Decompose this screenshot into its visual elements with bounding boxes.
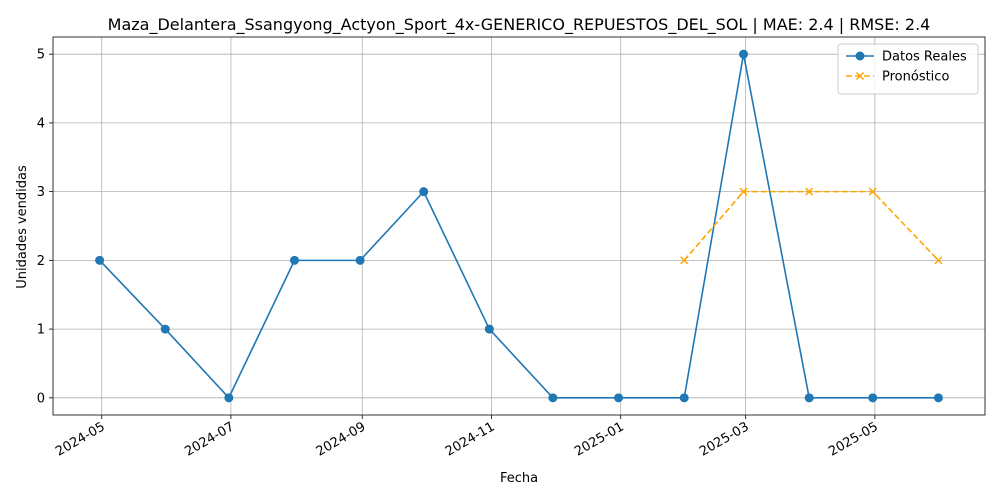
series-forecast <box>680 187 943 265</box>
data-point <box>614 393 624 403</box>
x-tick-label: 2025-03 <box>697 419 752 459</box>
x-tick-label: 2025-01 <box>572 419 627 459</box>
legend-item: Datos Reales <box>846 50 967 65</box>
y-axis-label: Unidades vendidas <box>15 165 30 289</box>
legend-label: Pronóstico <box>882 70 949 85</box>
x-tick-label: 2024-11 <box>443 419 498 459</box>
x-marker-stroke <box>934 256 943 265</box>
data-point <box>679 393 689 403</box>
data-point <box>548 393 558 403</box>
y-tick-label: 1 <box>37 323 45 338</box>
y-tick-label: 5 <box>37 48 45 63</box>
series-line <box>99 54 939 400</box>
y-tick-label: 4 <box>37 116 45 131</box>
data-point <box>289 255 299 265</box>
data-point <box>355 255 365 265</box>
grid <box>53 37 985 415</box>
legend-marker <box>855 51 865 61</box>
data-point <box>160 324 170 334</box>
data-point <box>868 393 878 403</box>
data-point <box>933 393 943 403</box>
data-point <box>484 324 494 334</box>
data-point <box>95 255 105 265</box>
x-tick-label: 2024-09 <box>314 419 369 459</box>
data-point <box>419 187 429 197</box>
y-tick-label: 3 <box>37 185 45 200</box>
x-tick-label: 2025-05 <box>826 419 881 459</box>
legend-marker <box>855 71 865 81</box>
series-line <box>683 190 939 261</box>
data-point <box>805 187 814 196</box>
data-point <box>680 256 689 265</box>
data-point <box>224 393 234 403</box>
x-marker-stroke <box>739 187 748 196</box>
data-point <box>739 49 749 59</box>
legend-label: Datos Reales <box>882 50 967 65</box>
legend: Datos Reales Pronóstico <box>837 43 979 95</box>
y-tick-label: 2 <box>37 254 45 269</box>
chart-title: Maza_Delantera_Ssangyong_Actyon_Sport_4x… <box>108 15 931 35</box>
x-axis-label: Fecha <box>500 471 538 486</box>
y-tick-label: 0 <box>37 391 45 406</box>
x-marker-stroke <box>680 256 689 265</box>
data-point <box>868 187 877 196</box>
axes: 2024-05 2024-07 2024-09 2024-11 2025-01 2025-… <box>37 36 986 460</box>
x-tick-label: 2024-05 <box>53 419 108 459</box>
data-point <box>739 187 748 196</box>
data-point <box>804 393 814 403</box>
x-tick-label: 2024-07 <box>182 419 237 459</box>
plot-frame <box>52 36 986 416</box>
legend-item: Pronóstico <box>846 70 949 85</box>
series-layer <box>95 49 943 403</box>
series-actual <box>95 49 943 403</box>
x-marker-stroke <box>868 187 877 196</box>
data-point <box>934 256 943 265</box>
x-marker-stroke <box>805 187 814 196</box>
